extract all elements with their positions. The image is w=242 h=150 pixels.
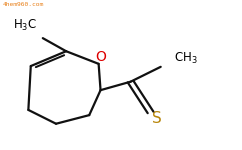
Text: S: S xyxy=(152,111,162,126)
Text: 4hem960.com: 4hem960.com xyxy=(3,2,44,7)
Text: O: O xyxy=(95,50,106,64)
Text: H$_3$C: H$_3$C xyxy=(13,18,37,33)
Text: CH$_3$: CH$_3$ xyxy=(174,51,198,66)
